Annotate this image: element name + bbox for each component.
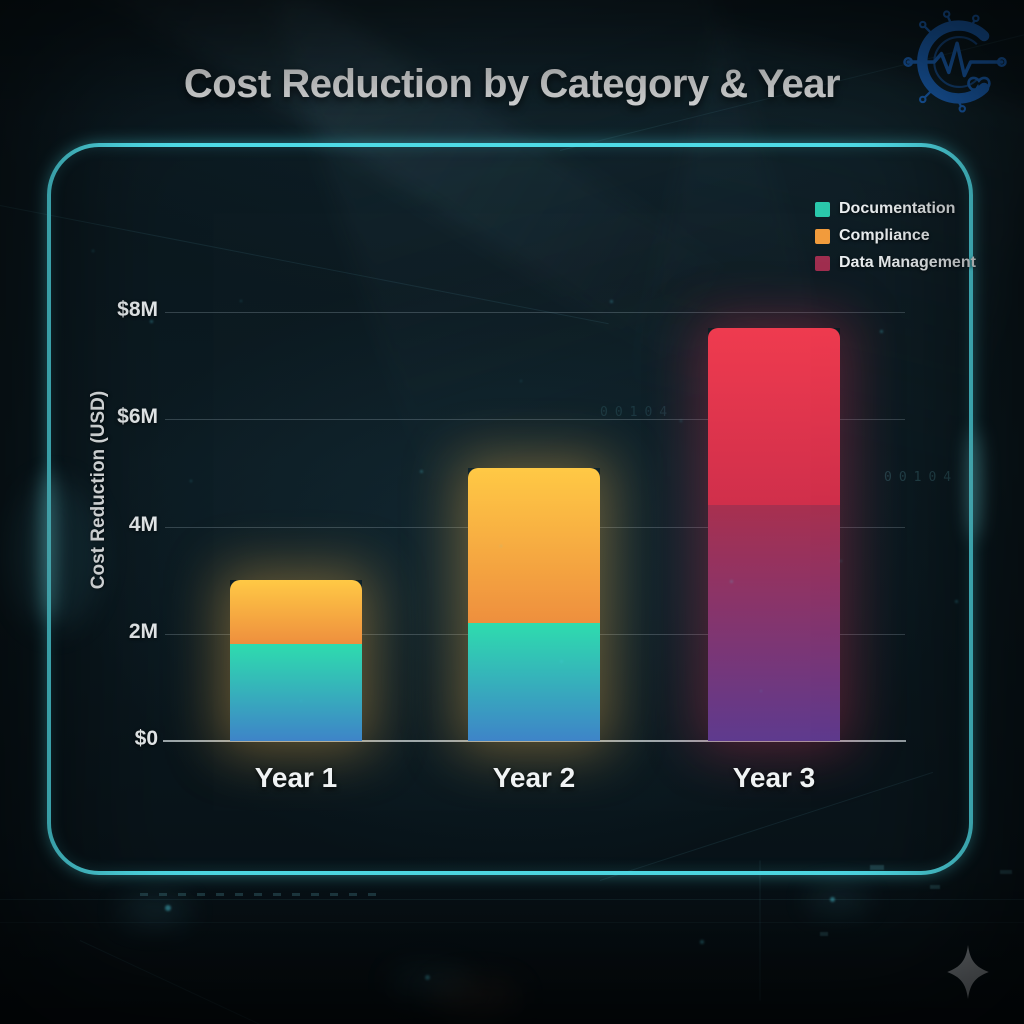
four-point-star-icon xyxy=(947,945,989,999)
bokeh-dot xyxy=(240,300,242,302)
neon-frame-border xyxy=(47,143,973,875)
bokeh-dot xyxy=(700,940,704,944)
bokeh-dot xyxy=(760,690,762,692)
chart-title: Cost Reduction by Category & Year xyxy=(183,62,841,106)
bokeh-dot xyxy=(560,660,563,663)
legend-swatch-documentation xyxy=(815,201,830,217)
legend-swatch-compliance xyxy=(815,228,830,244)
y-tick-label: 4M xyxy=(128,512,158,536)
legend-swatch-data-management xyxy=(815,255,830,271)
background-glow-blob xyxy=(120,898,190,924)
circuit-chip xyxy=(1000,870,1012,874)
background-glow-blob xyxy=(10,480,100,630)
circuit-dash-row xyxy=(140,893,380,896)
bar-segment-documentation xyxy=(230,644,362,741)
bokeh-dot xyxy=(840,560,842,562)
bokeh-dot xyxy=(420,470,423,473)
legend-label: Data Management xyxy=(839,254,976,271)
x-axis-label-year-3: Year 3 xyxy=(732,762,816,793)
bokeh-dot xyxy=(520,380,522,382)
legend: Documentation Compliance Data Management xyxy=(815,199,976,280)
bokeh-dot xyxy=(680,420,682,422)
bar-year-3 xyxy=(708,328,840,741)
bar-segment-data-management xyxy=(708,505,840,741)
bar-segment-compliance xyxy=(230,580,362,645)
bar-year-1 xyxy=(230,580,362,741)
faint-digits-texture: 00104 xyxy=(600,405,675,420)
y-tick-label: $6M xyxy=(117,405,158,429)
bar-segment-compliance xyxy=(468,467,600,623)
bokeh-dot xyxy=(730,580,733,583)
y-axis-title: Cost Reduction (USD) xyxy=(88,390,109,590)
legend-label: Documentation xyxy=(839,200,956,217)
bokeh-dot xyxy=(880,330,883,333)
bokeh-dot xyxy=(425,975,430,980)
bar-segment-unlabeled-red-top-segment-year-3- xyxy=(708,328,840,506)
bokeh-dot xyxy=(830,897,835,902)
faint-digits-texture: 00104 xyxy=(884,470,959,485)
bar-segment-documentation xyxy=(468,623,600,741)
y-tick-label: $8M xyxy=(117,298,158,321)
gridline-8M xyxy=(165,312,905,313)
circuit-chip xyxy=(930,885,940,889)
legend-label: Compliance xyxy=(839,227,930,244)
x-axis-label-year-1: Year 1 xyxy=(254,762,338,793)
circuit-chip xyxy=(820,932,828,936)
circuit-line xyxy=(0,899,1024,900)
bokeh-dot xyxy=(92,250,94,252)
bokeh-dot xyxy=(500,545,502,547)
frame-glow-spot xyxy=(40,470,56,620)
x-axis-label-year-2: Year 2 xyxy=(492,762,576,793)
background-glow-blob xyxy=(430,978,520,1014)
bokeh-dot xyxy=(300,700,302,702)
background-glow-blob xyxy=(390,968,470,996)
circuit-chip xyxy=(870,865,884,870)
y-tick-label: 2M xyxy=(128,619,158,643)
bokeh-dot xyxy=(610,300,613,303)
gridline-6M xyxy=(165,419,905,421)
circuit-c-heartbeat-logo-icon xyxy=(903,10,1007,113)
x-axis-line xyxy=(163,740,906,742)
bar-year-2 xyxy=(468,467,600,741)
bokeh-dot xyxy=(190,480,192,482)
y-tick-label: $0 xyxy=(134,727,158,750)
bokeh-dot xyxy=(165,905,171,911)
legend-item-data-management: Data Management xyxy=(815,253,976,273)
frame-glow-spot xyxy=(968,430,981,540)
legend-item-documentation: Documentation xyxy=(815,199,976,219)
legend-item-compliance: Compliance xyxy=(815,226,976,246)
background-glow-blob xyxy=(808,888,868,912)
bokeh-dot xyxy=(955,600,958,603)
circuit-line xyxy=(0,922,1024,923)
bokeh-dot xyxy=(150,320,153,323)
